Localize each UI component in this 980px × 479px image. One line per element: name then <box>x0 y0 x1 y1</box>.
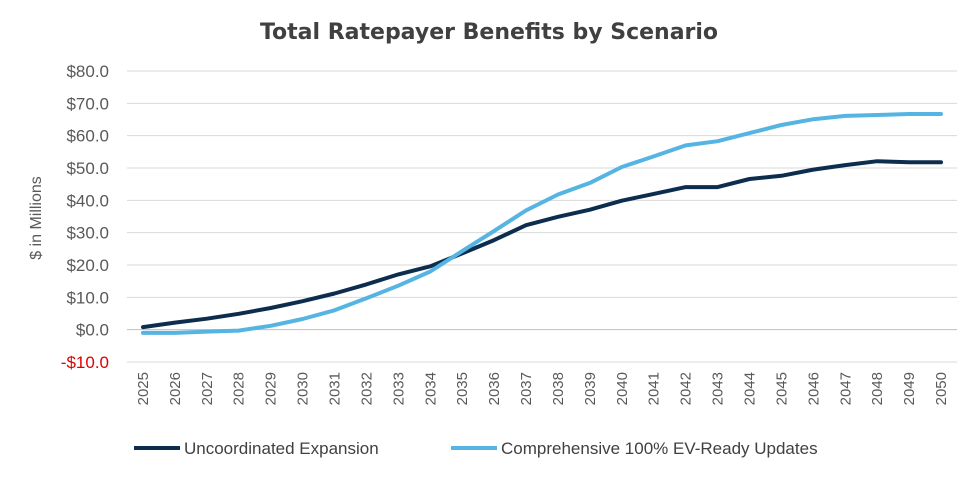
x-tick-label: 2028 <box>231 372 248 405</box>
x-tick-label: 2029 <box>263 372 280 405</box>
x-tick-label: 2042 <box>678 372 695 405</box>
x-axis-ticks: 2025 2026 2027 2028 2029 2030 2031 2032 2033 2034… <box>135 372 950 405</box>
y-tick-label: $10.0 <box>66 288 109 307</box>
y-tick-label: $0.0 <box>76 321 109 340</box>
series-lines <box>141 112 943 335</box>
x-tick-label: 2039 <box>582 372 599 405</box>
y-tick-label: $80.0 <box>66 62 109 81</box>
x-tick-label: 2034 <box>422 372 439 405</box>
y-tick-label: -$10.0 <box>61 353 109 372</box>
x-tick-label: 2035 <box>454 372 471 405</box>
legend-item-comprehensive-ev-ready[interactable]: Comprehensive 100% EV-Ready Updates <box>451 439 818 458</box>
x-tick-label: 2048 <box>869 372 886 405</box>
legend: Uncoordinated Expansion Comprehensive 10… <box>134 439 818 458</box>
legend-item-uncoordinated-expansion[interactable]: Uncoordinated Expansion <box>134 439 379 458</box>
x-tick-label: 2038 <box>550 372 567 405</box>
x-tick-label: 2044 <box>742 372 759 405</box>
y-tick-label: $30.0 <box>66 224 109 243</box>
gridlines <box>127 70 957 363</box>
x-tick-label: 2049 <box>901 372 918 405</box>
x-tick-label: 2030 <box>295 372 312 405</box>
y-tick-label: $70.0 <box>66 94 109 113</box>
x-tick-label: 2037 <box>518 372 535 405</box>
x-tick-label: 2040 <box>614 372 631 405</box>
x-tick-label: 2036 <box>486 372 503 405</box>
series-line-comprehensive-ev-ready <box>141 112 943 335</box>
y-tick-label: $20.0 <box>66 256 109 275</box>
legend-label-comprehensive-ev-ready: Comprehensive 100% EV-Ready Updates <box>501 439 818 458</box>
x-tick-label: 2041 <box>646 372 663 405</box>
x-tick-label: 2031 <box>327 372 344 405</box>
legend-label-uncoordinated-expansion: Uncoordinated Expansion <box>184 439 379 458</box>
series-line-uncoordinated-expansion <box>141 159 943 330</box>
x-tick-label: 2025 <box>135 372 152 405</box>
x-tick-label: 2043 <box>710 372 727 405</box>
x-tick-label: 2050 <box>933 372 950 405</box>
x-tick-label: 2026 <box>167 372 184 405</box>
y-tick-label: $40.0 <box>66 191 109 210</box>
y-tick-label: $60.0 <box>66 127 109 146</box>
x-tick-label: 2045 <box>773 372 790 405</box>
x-tick-label: 2033 <box>390 372 407 405</box>
y-tick-label: $50.0 <box>66 159 109 178</box>
y-axis-ticks: $80.0 $70.0 $60.0 $50.0 $40.0 $30.0 $20.0 $10.0… <box>61 62 109 372</box>
x-tick-label: 2047 <box>837 372 854 405</box>
x-tick-label: 2027 <box>199 372 216 405</box>
y-axis-label: $ in Millions <box>28 176 45 260</box>
chart-title: Total Ratepayer Benefits by Scenario <box>260 20 718 45</box>
x-tick-label: 2046 <box>805 372 822 405</box>
x-tick-label: 2032 <box>358 372 375 405</box>
